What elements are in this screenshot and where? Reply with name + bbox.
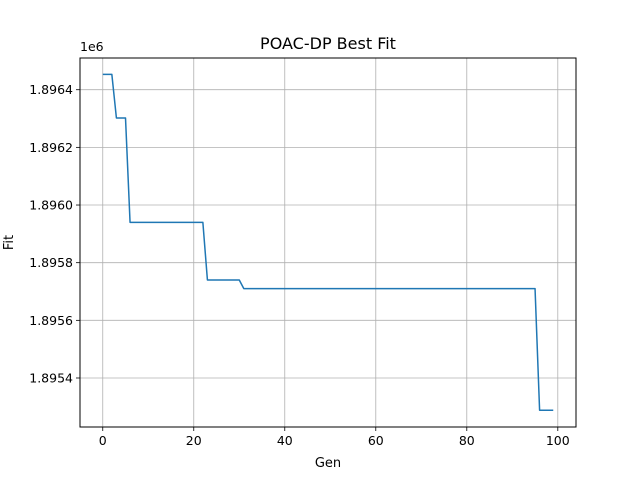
- y-tick-label: 1.8956: [29, 313, 73, 328]
- ticks: 0 20 40 60 80 100 1.8954 1.8956 1.8958 1.8960 1.89…: [29, 82, 570, 448]
- plot-frame: [79, 57, 577, 428]
- series-line: [102, 73, 554, 412]
- y-axis-label: Fit: [2, 235, 17, 250]
- x-tick-label: 0: [99, 433, 107, 448]
- chart-title: POAC-DP Best Fit: [260, 34, 396, 53]
- x-tick-label: 80: [459, 433, 475, 448]
- grid: [80, 58, 576, 427]
- y-axis-offset-label: 1e6: [80, 39, 104, 54]
- series-layer: [102, 73, 554, 412]
- y-tick-label: 1.8960: [29, 198, 73, 213]
- x-axis-label: Gen: [315, 456, 341, 471]
- y-tick-label: 1.8954: [29, 370, 73, 385]
- y-tick-label: 1.8958: [29, 255, 73, 270]
- x-tick-label: 60: [368, 433, 384, 448]
- y-tick-label: 1.8962: [29, 140, 73, 155]
- x-tick-label: 20: [186, 433, 202, 448]
- x-tick-label: 100: [546, 433, 570, 448]
- y-tick-label: 1.8964: [29, 82, 73, 97]
- x-tick-label: 40: [277, 433, 293, 448]
